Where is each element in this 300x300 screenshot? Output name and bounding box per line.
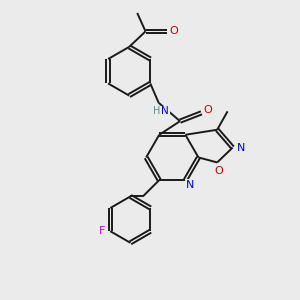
Text: O: O bbox=[204, 106, 212, 116]
Text: N: N bbox=[161, 106, 169, 116]
Text: H: H bbox=[153, 106, 160, 116]
Text: N: N bbox=[237, 142, 245, 153]
Text: F: F bbox=[99, 226, 105, 236]
Text: O: O bbox=[214, 166, 223, 176]
Text: O: O bbox=[169, 26, 178, 36]
Text: N: N bbox=[186, 179, 194, 190]
